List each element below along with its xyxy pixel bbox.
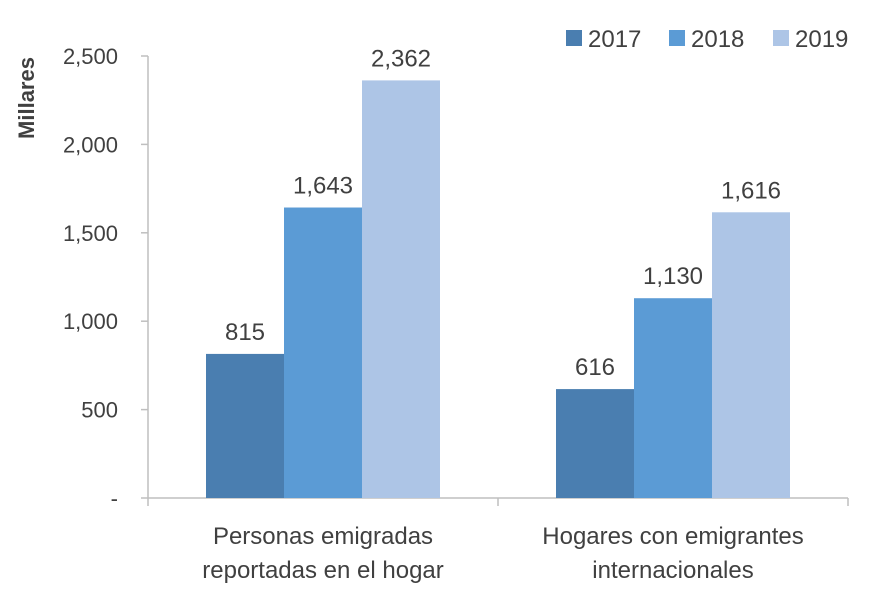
- y-tick-label: 2,500: [63, 44, 118, 69]
- category-label: Personas emigradas: [213, 523, 433, 550]
- category-labels: Personas emigradas reportadas en el hogar…: [202, 523, 803, 584]
- legend-swatch-2019: [773, 30, 789, 46]
- bar-2017: [206, 353, 284, 498]
- y-tick-label: 2,000: [63, 132, 118, 157]
- legend-swatch-2017: [566, 30, 582, 46]
- legend: 2017 2018 2019: [566, 26, 848, 53]
- y-tick-label: -: [111, 486, 118, 511]
- y-axis-label: Millares: [14, 57, 39, 139]
- data-label-2018: 1,130: [643, 263, 703, 290]
- bar-2018: [634, 298, 712, 498]
- y-tick-label: 1,000: [63, 309, 118, 334]
- axes: - 500 1,000 1,500 2,000 2,500: [63, 44, 849, 511]
- data-label-2019: 2,362: [371, 45, 431, 72]
- bar-2019: [362, 80, 440, 498]
- data-labels: 815 1,643 2,362 616 1,130 1,616: [225, 45, 781, 381]
- y-tick-label: 500: [81, 398, 118, 423]
- bar-2019: [712, 212, 790, 498]
- bars: [206, 80, 790, 499]
- category-label: reportadas en el hogar: [202, 557, 444, 584]
- y-tick-label: 1,500: [63, 221, 118, 246]
- legend-label-2017: 2017: [588, 26, 641, 53]
- legend-label-2018: 2018: [691, 26, 744, 53]
- legend-label-2019: 2019: [795, 26, 848, 53]
- data-label-2019: 1,616: [721, 177, 781, 204]
- data-label-2018: 1,643: [293, 173, 353, 200]
- bar-2018: [284, 207, 362, 499]
- legend-swatch-2018: [669, 30, 685, 46]
- data-label-2017: 815: [225, 319, 265, 346]
- bar-2017: [556, 389, 634, 498]
- category-label: Hogares con emigrantes: [542, 523, 803, 550]
- category-label: internacionales: [592, 557, 753, 584]
- data-label-2017: 616: [575, 354, 615, 381]
